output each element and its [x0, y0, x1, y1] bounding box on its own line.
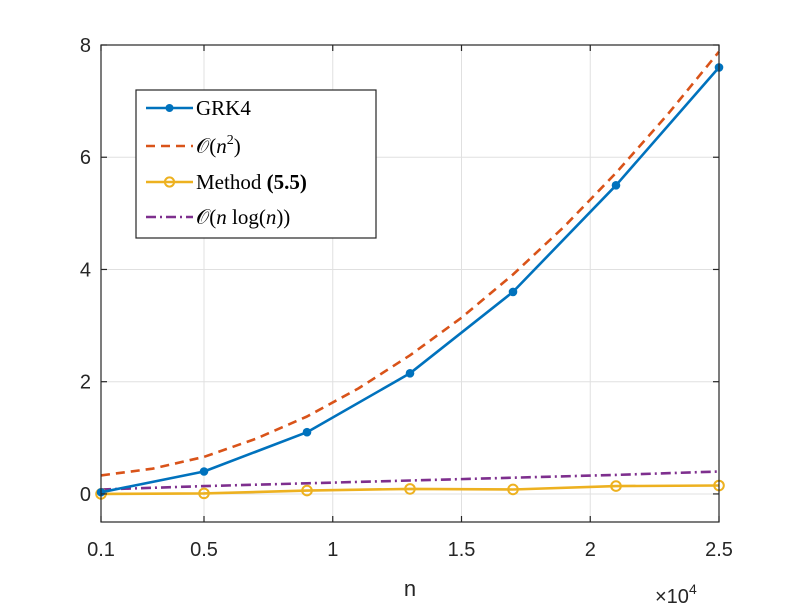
- data-point: [198, 487, 210, 500]
- data-point: [302, 427, 312, 437]
- x-tick-label: 1.5: [448, 539, 476, 561]
- data-point: [507, 483, 519, 496]
- legend-marker-grk4: [165, 104, 174, 112]
- x-multiplier-base: ×10: [655, 586, 689, 608]
- data-point: [301, 484, 313, 497]
- data-point: [405, 368, 415, 378]
- x-tick-label: 1: [327, 539, 338, 561]
- series-3: [100, 470, 720, 491]
- series-line: [100, 50, 721, 477]
- legend-entry-grk4: GRK4: [146, 96, 251, 120]
- x-axis-multiplier: ×104: [655, 581, 697, 608]
- data-point: [611, 180, 621, 190]
- legend-marker-method: [163, 176, 176, 188]
- data-point: [404, 483, 416, 495]
- y-tick-label: 6: [80, 147, 91, 169]
- legend-label-o-nlogn: 𝒪(n log(n)): [196, 205, 290, 229]
- x-tick-label: 0.1: [87, 539, 115, 561]
- x-tick-label: 2: [585, 539, 596, 561]
- y-tick-label: 0: [80, 484, 91, 506]
- series-line: [100, 470, 720, 491]
- legend-box: [135, 89, 377, 239]
- series-line: [100, 484, 720, 496]
- legend-entry-o-n2: 𝒪(n2): [146, 133, 241, 158]
- data-point: [508, 287, 518, 297]
- x-tick-label: 2.5: [705, 539, 733, 561]
- legend-entry-method: Method (5.5): [146, 170, 307, 194]
- x-multiplier-exponent: 4: [689, 581, 697, 597]
- tick-marks: [100, 44, 720, 522]
- legend-entry-o-nlogn: 𝒪(n log(n)): [146, 205, 290, 229]
- plot-frame: [100, 44, 720, 523]
- y-tick-label: 4: [80, 259, 91, 281]
- series-0: [96, 63, 724, 497]
- legend-label-grk4: GRK4: [196, 96, 251, 120]
- y-tick-label: 8: [80, 35, 91, 57]
- x-axis-label: n: [404, 576, 416, 601]
- data-point: [610, 480, 622, 492]
- y-tick-label: 2: [80, 372, 91, 394]
- legend: GRK4 𝒪(n2) Method (5.5) 𝒪(n log(n)): [135, 89, 377, 239]
- series-1: [100, 50, 721, 477]
- legend-label-o-n2: 𝒪(n2): [196, 133, 241, 158]
- data-point: [199, 467, 209, 476]
- tick-labels: 0.1 0.5 1 1.5 2 2.5 0 2 4 6 8: [80, 35, 733, 561]
- legend-label-method: Method (5.5): [196, 170, 307, 194]
- x-tick-label: 0.5: [190, 539, 218, 561]
- series-2: [95, 479, 725, 500]
- series-layer: [95, 50, 725, 500]
